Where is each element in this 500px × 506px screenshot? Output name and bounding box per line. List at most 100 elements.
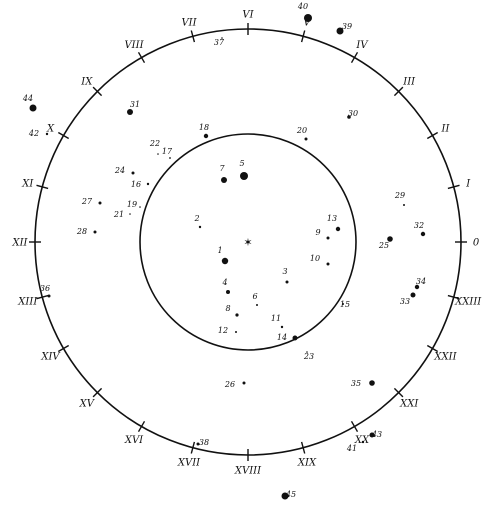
hour-label: XIV	[40, 352, 61, 363]
star-number: 9	[315, 228, 320, 237]
star-number: 18	[199, 123, 209, 132]
star-dot	[47, 294, 51, 298]
hour-label: 0	[473, 238, 480, 249]
star-number: 32	[414, 221, 424, 230]
star-dot	[196, 442, 200, 446]
star-number: 15	[340, 300, 350, 309]
star-dot	[157, 153, 159, 155]
star-number: 11	[271, 314, 281, 323]
star-dot	[281, 492, 289, 500]
star-dot	[93, 230, 97, 234]
star-dot	[347, 115, 351, 119]
star-number: 36	[40, 284, 50, 293]
star-number: 44	[22, 94, 33, 103]
star-number: 28	[76, 227, 87, 236]
star-number: 6	[252, 292, 257, 301]
stars: 1234567891011121314151617181920212223242…	[22, 2, 426, 500]
hour-label: XIX	[297, 458, 317, 469]
hour-label: XVII	[177, 458, 201, 469]
star-number: 24	[114, 166, 125, 175]
star-number: 23	[303, 352, 314, 361]
star-dot	[226, 290, 230, 294]
hour-label: XXIII	[454, 297, 482, 308]
hour-tick	[426, 131, 439, 140]
hour-tick	[350, 420, 359, 433]
star-number: 29	[394, 191, 405, 200]
hour-label: I	[465, 179, 471, 190]
star-dot	[306, 351, 308, 353]
star-dot	[304, 14, 312, 22]
star-dot	[221, 37, 223, 39]
star-number: 41	[346, 444, 357, 453]
star-number: 30	[348, 109, 358, 118]
hour-tick	[137, 420, 146, 433]
star-number: 8	[225, 304, 230, 313]
star-number: 4	[221, 278, 227, 287]
star-number: 31	[130, 100, 140, 109]
star-dot	[326, 262, 330, 266]
star-dot	[235, 313, 239, 317]
star-dot	[342, 303, 344, 305]
star-number: 34	[416, 277, 426, 286]
star-dot	[256, 304, 258, 306]
hour-tick	[426, 344, 439, 353]
star-number: 19	[127, 200, 137, 209]
hour-label: II	[441, 124, 451, 135]
hour-label: XVI	[124, 435, 144, 446]
star-dot	[387, 236, 393, 242]
star-dot	[361, 440, 365, 444]
hour-tick	[57, 131, 70, 140]
hour-label: XX	[354, 435, 370, 446]
hour-tick	[92, 86, 103, 97]
hour-tick	[393, 387, 404, 398]
hour-label: XII	[11, 238, 28, 249]
star-number: 2	[193, 214, 199, 223]
star-dot	[403, 204, 405, 206]
star-dot	[414, 284, 420, 290]
star-number: 25	[378, 241, 389, 250]
center-star-icon: ✶	[243, 236, 252, 249]
hour-tick	[447, 294, 460, 300]
star-dot	[369, 432, 375, 438]
star-number: 10	[310, 254, 320, 263]
star-number: 43	[371, 430, 382, 439]
hour-label: V	[303, 17, 312, 28]
star-number: 37	[214, 38, 225, 47]
hour-label: X	[46, 124, 55, 135]
star-dot	[335, 226, 341, 232]
hour-label: XVIII	[234, 466, 262, 477]
hour-tick	[300, 30, 306, 43]
star-number: 42	[28, 129, 39, 138]
star-dot	[292, 335, 298, 341]
star-number: 13	[327, 214, 337, 223]
star-number: 17	[162, 147, 173, 156]
star-number: 1	[217, 246, 222, 255]
inner-circle	[139, 133, 357, 351]
star-dot	[304, 137, 308, 141]
star-dot	[29, 104, 37, 112]
hour-tick	[137, 51, 146, 64]
hour-label: III	[402, 76, 416, 87]
star-number: 12	[218, 326, 228, 335]
hour-ticks	[29, 23, 467, 461]
star-number: 35	[351, 379, 361, 388]
star-number: 38	[199, 438, 209, 447]
star-number: 33	[400, 297, 410, 306]
hour-labels: 0IIIIIIIVVVIVIIVIIIIXXXIXIIXIIIXIVXVXVIX…	[11, 10, 482, 477]
star-number: 39	[342, 22, 352, 31]
star-number: 5	[239, 159, 244, 168]
star-dot	[280, 325, 284, 329]
hour-tick	[393, 86, 404, 97]
star-dot	[129, 213, 131, 215]
star-number: 26	[224, 380, 235, 389]
hour-tick	[92, 387, 103, 398]
hour-label: IX	[80, 76, 93, 87]
hour-label: XIII	[17, 297, 38, 308]
hour-label: XV	[79, 399, 96, 410]
star-number: 40	[297, 2, 308, 11]
star-dot	[242, 381, 246, 385]
star-dot	[240, 172, 248, 180]
star-dot	[127, 109, 133, 115]
hour-tick	[36, 294, 49, 300]
